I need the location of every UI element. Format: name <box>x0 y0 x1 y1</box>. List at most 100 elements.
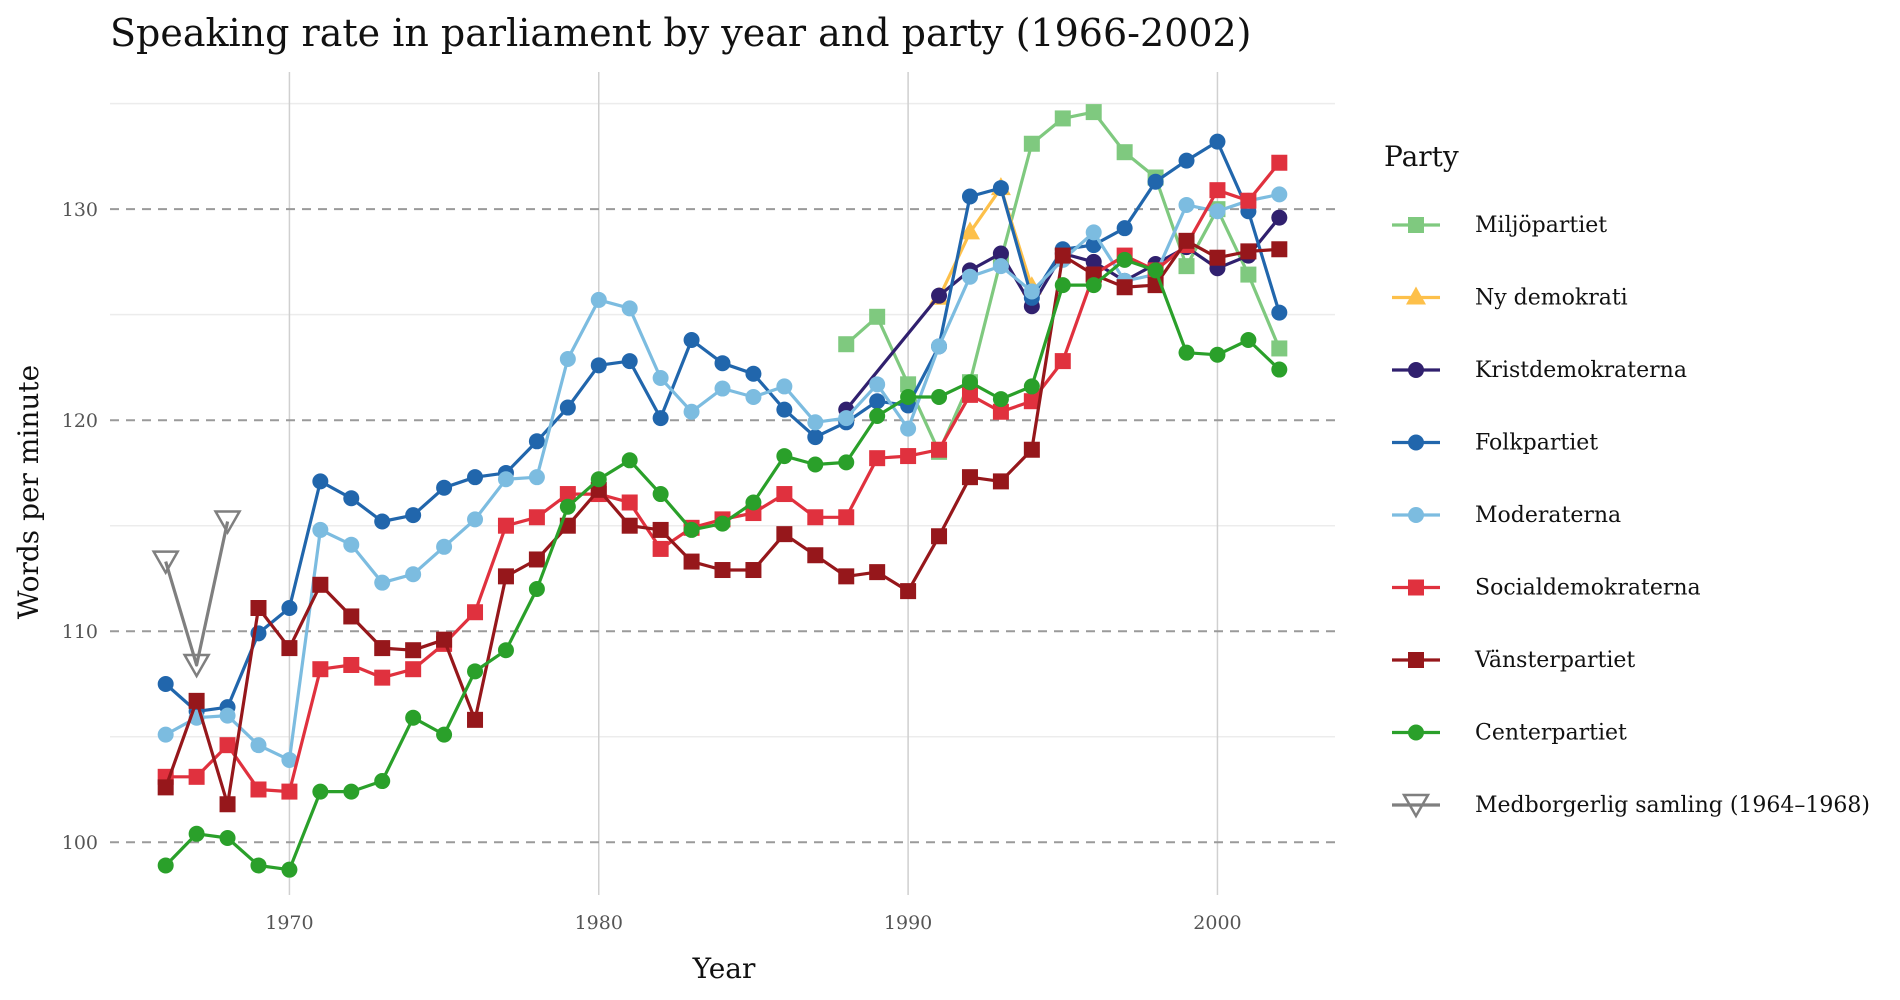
legend-label: Medborgerlig samling (1964–1968) <box>1475 793 1870 818</box>
data-point-centerpartiet <box>1147 262 1164 279</box>
legend-label: Folkpartiet <box>1475 431 1598 456</box>
y-tick-label: 120 <box>62 410 98 432</box>
chart-title: Speaking rate in parliament by year and … <box>110 11 1252 55</box>
data-point-socialdemokraterna <box>652 540 669 557</box>
legend-item-miljopartiet: Miljöpartiet <box>1392 213 1607 238</box>
legend-label: Kristdemokraterna <box>1475 358 1687 383</box>
data-point-centerpartiet <box>652 486 669 503</box>
data-point-vansterpartiet <box>250 600 267 617</box>
data-point-centerpartiet <box>188 825 205 842</box>
legend: Party Miljöpartiet Ny demokrati Kristdemok… <box>1384 140 1870 819</box>
data-point-vansterpartiet <box>1271 241 1288 258</box>
data-point-centerpartiet <box>1054 277 1071 294</box>
data-point-vansterpartiet <box>683 553 700 570</box>
data-point-medborgerlig-samling-1964-1968 <box>182 653 211 679</box>
data-point-moderaterna <box>807 414 824 431</box>
data-point-folkpartiet <box>1147 173 1164 190</box>
data-point-vansterpartiet <box>869 564 886 581</box>
data-point-moderaterna <box>1209 203 1226 220</box>
data-point-centerpartiet <box>1116 251 1133 268</box>
data-point-centerpartiet <box>219 830 236 847</box>
data-point-miljopartiet <box>1085 104 1102 121</box>
data-point-moderaterna <box>559 350 576 367</box>
axes: 1970 1980 1990 2000 100 110 120 130 <box>62 199 1242 934</box>
data-point-socialdemokraterna <box>250 781 267 798</box>
data-point-moderaterna <box>528 469 545 486</box>
data-point-socialdemokraterna <box>961 386 978 403</box>
legend-label: Moderaterna <box>1475 503 1621 528</box>
data-point-vansterpartiet <box>374 640 391 657</box>
data-point-centerpartiet <box>961 374 978 391</box>
data-point-vansterpartiet <box>652 521 669 538</box>
data-point-folkpartiet <box>1209 133 1226 150</box>
legend-item-vansterpartiet: Vänsterpartiet <box>1392 648 1635 673</box>
data-point-folkpartiet <box>436 479 453 496</box>
data-point-kristdemokraterna <box>931 287 948 304</box>
data-point-centerpartiet <box>281 861 298 878</box>
data-point-vansterpartiet <box>219 796 236 813</box>
data-point-socialdemokraterna <box>900 448 917 465</box>
data-point-moderaterna <box>745 388 762 405</box>
data-point-centerpartiet <box>807 456 824 473</box>
data-point-moderaterna <box>467 511 484 528</box>
data-point-centerpartiet <box>683 521 700 538</box>
data-point-miljopartiet <box>900 376 917 393</box>
x-axis-title: Year <box>692 952 756 985</box>
legend-marker <box>1401 793 1431 819</box>
data-point-miljopartiet <box>1240 266 1257 283</box>
y-tick-label: 130 <box>62 199 98 221</box>
series-line-folkpartiet <box>164 140 1281 714</box>
data-point-socialdemokraterna <box>838 509 855 526</box>
data-point-miljopartiet <box>1054 110 1071 127</box>
data-point-centerpartiet <box>528 581 545 598</box>
legend-label: Socialdemokraterna <box>1475 576 1701 601</box>
y-tick-label: 100 <box>62 832 98 854</box>
data-point-vansterpartiet <box>1178 232 1195 249</box>
data-point-folkpartiet <box>869 393 886 410</box>
data-point-centerpartiet <box>343 783 360 800</box>
data-point-moderaterna <box>683 403 700 420</box>
data-point-folkpartiet <box>559 399 576 416</box>
data-point-centerpartiet <box>900 388 917 405</box>
data-point-ny-demokrati <box>959 221 980 240</box>
data-point-socialdemokraterna <box>467 604 484 621</box>
data-point-folkpartiet <box>467 469 484 486</box>
data-point-centerpartiet <box>1085 277 1102 294</box>
data-point-socialdemokraterna <box>528 509 545 526</box>
data-point-kristdemokraterna <box>1085 253 1102 270</box>
data-point-moderaterna <box>961 268 978 285</box>
series-centerpartiet <box>157 251 1288 878</box>
data-point-socialdemokraterna <box>992 403 1009 420</box>
data-point-centerpartiet <box>745 494 762 511</box>
legend-label: Centerpartiet <box>1475 721 1627 746</box>
legend-marker <box>1408 652 1424 668</box>
data-point-vansterpartiet <box>405 642 422 659</box>
series-line-socialdemokraterna <box>165 161 1281 794</box>
data-point-kristdemokraterna <box>992 245 1009 262</box>
data-point-vansterpartiet <box>281 640 298 657</box>
data-point-centerpartiet <box>1240 332 1257 349</box>
data-point-vansterpartiet <box>467 711 484 728</box>
y-axis-title: Words per minute <box>12 365 45 620</box>
data-point-folkpartiet <box>528 433 545 450</box>
data-point-moderaterna <box>1178 196 1195 213</box>
data-point-vansterpartiet <box>528 551 545 568</box>
series-moderaterna <box>157 186 1288 768</box>
data-point-centerpartiet <box>1271 361 1288 378</box>
data-point-centerpartiet <box>436 726 453 743</box>
data-point-moderaterna <box>776 378 793 395</box>
data-point-moderaterna <box>250 737 267 754</box>
data-point-folkpartiet <box>405 507 422 524</box>
data-point-folkpartiet <box>1178 152 1195 169</box>
data-point-vansterpartiet <box>1240 243 1257 260</box>
data-point-socialdemokraterna <box>559 486 576 503</box>
data-point-folkpartiet <box>745 365 762 382</box>
data-point-centerpartiet <box>405 709 422 726</box>
data-point-folkpartiet <box>343 490 360 507</box>
data-point-miljopartiet <box>1271 340 1288 357</box>
data-point-moderaterna <box>405 566 422 583</box>
data-point-centerpartiet <box>467 663 484 680</box>
data-point-medborgerlig-samling-1964-1968 <box>151 550 180 576</box>
data-point-vansterpartiet <box>312 576 329 593</box>
